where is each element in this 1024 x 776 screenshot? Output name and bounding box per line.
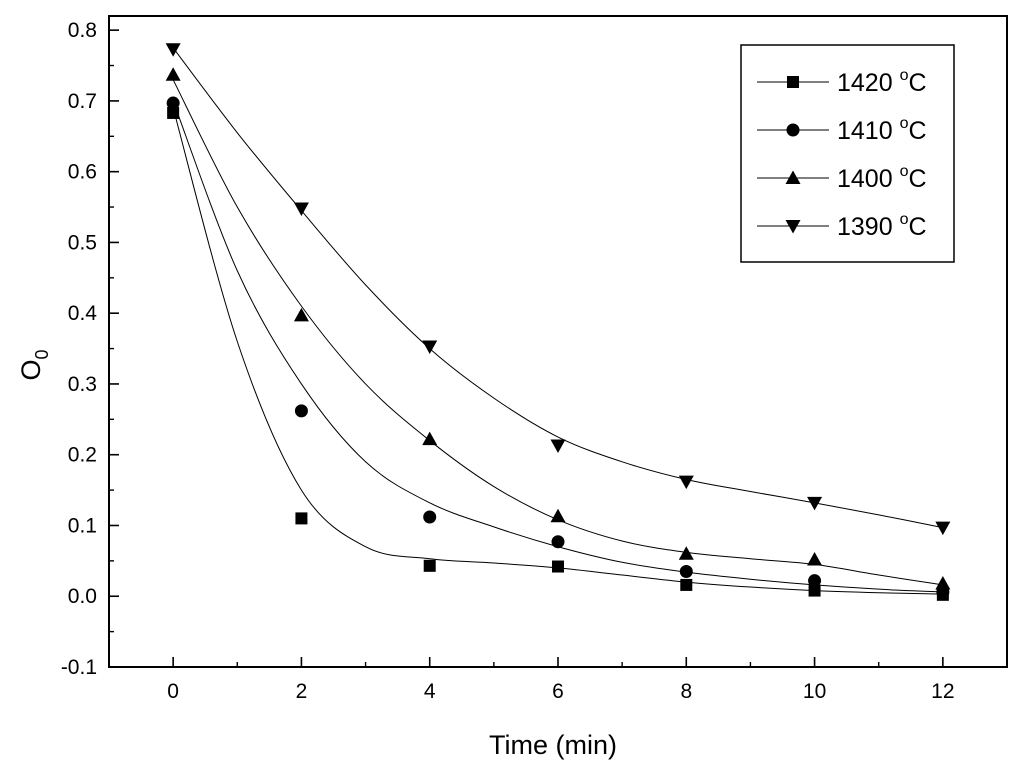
x-tick-label: 12: [931, 680, 954, 703]
x-tick-label: 6: [552, 680, 564, 703]
data-point-1400: [678, 546, 694, 560]
data-point-1400: [550, 508, 566, 523]
y-axis-title: O0: [16, 349, 52, 380]
legend-marker: [786, 123, 800, 137]
y-tick-label: 0.8: [68, 19, 97, 42]
legend-item-1410: 1410 oC: [757, 115, 927, 145]
y-tick-label: 0.4: [68, 302, 98, 325]
data-point-1420: [680, 578, 693, 591]
series-1400: [165, 67, 951, 590]
data-point-1390: [550, 439, 566, 454]
y-axis-title-sub: 0: [32, 349, 52, 359]
y-axis-title-main: O: [16, 360, 46, 381]
x-tick-label: 4: [424, 680, 436, 703]
series-layer: [165, 43, 951, 601]
y-tick-label: 0.1: [68, 514, 97, 537]
legend-label: 1400 oC: [837, 163, 927, 193]
legend-label: 1410 oC: [837, 115, 927, 145]
y-tick-label: 0.2: [68, 444, 97, 467]
data-point-1410: [679, 564, 693, 578]
y-tick-label: -0.1: [61, 656, 97, 679]
x-axis: 0 2 4 6 8 10 12: [167, 657, 955, 703]
data-point-1390: [678, 475, 694, 490]
legend: 1420 oC 1410 oC 1400 oC 1390 oC: [740, 44, 955, 263]
legend-marker: [787, 76, 799, 88]
y-tick-label: 0.7: [68, 90, 97, 113]
legend-marker: [785, 220, 801, 234]
legend-label: 1390 oC: [837, 211, 927, 241]
y-axis: -0.1 0.0 0.1 0.2 0.3 0.4 0.5 0.6 0.7 0.8: [61, 19, 119, 679]
data-point-1410: [294, 404, 308, 418]
data-point-1410: [551, 535, 565, 549]
data-point-1420: [295, 512, 308, 525]
data-point-1400: [422, 431, 438, 446]
y-tick-label: 0.6: [68, 161, 97, 184]
x-tick-label: 0: [167, 680, 179, 703]
y-tick-label: 0.0: [68, 585, 97, 608]
data-point-1390: [807, 496, 823, 511]
data-point-1390: [293, 202, 309, 216]
fit-curve-1420: [172, 107, 943, 595]
legend-item-1420: 1420 oC: [757, 67, 927, 97]
x-tick-label: 2: [296, 680, 308, 703]
y-tick-label: 0.3: [68, 373, 97, 396]
data-point-1420: [808, 584, 821, 597]
legend-item-1400: 1400 oC: [757, 163, 927, 193]
data-point-1410: [166, 96, 180, 110]
data-point-1400: [807, 551, 823, 566]
data-point-1400: [293, 307, 309, 322]
y-tick-label: 0.5: [68, 231, 97, 254]
legend-marker: [785, 170, 801, 184]
data-point-1410: [808, 574, 822, 588]
data-point-1410: [423, 510, 437, 524]
x-tick-label: 8: [680, 680, 692, 703]
data-point-1390: [422, 340, 438, 354]
series-1390: [165, 43, 951, 536]
x-tick-label: 10: [803, 680, 826, 703]
data-point-1400: [935, 576, 951, 590]
legend-item-1390: 1390 oC: [757, 211, 927, 241]
legend-label: 1420 oC: [837, 67, 927, 97]
x-axis-title: Time (min): [489, 730, 617, 760]
data-point-1420: [552, 560, 564, 573]
data-point-1390: [935, 521, 951, 536]
data-point-1390: [165, 43, 181, 57]
data-point-1420: [423, 559, 436, 572]
data-point-1400: [165, 67, 181, 81]
